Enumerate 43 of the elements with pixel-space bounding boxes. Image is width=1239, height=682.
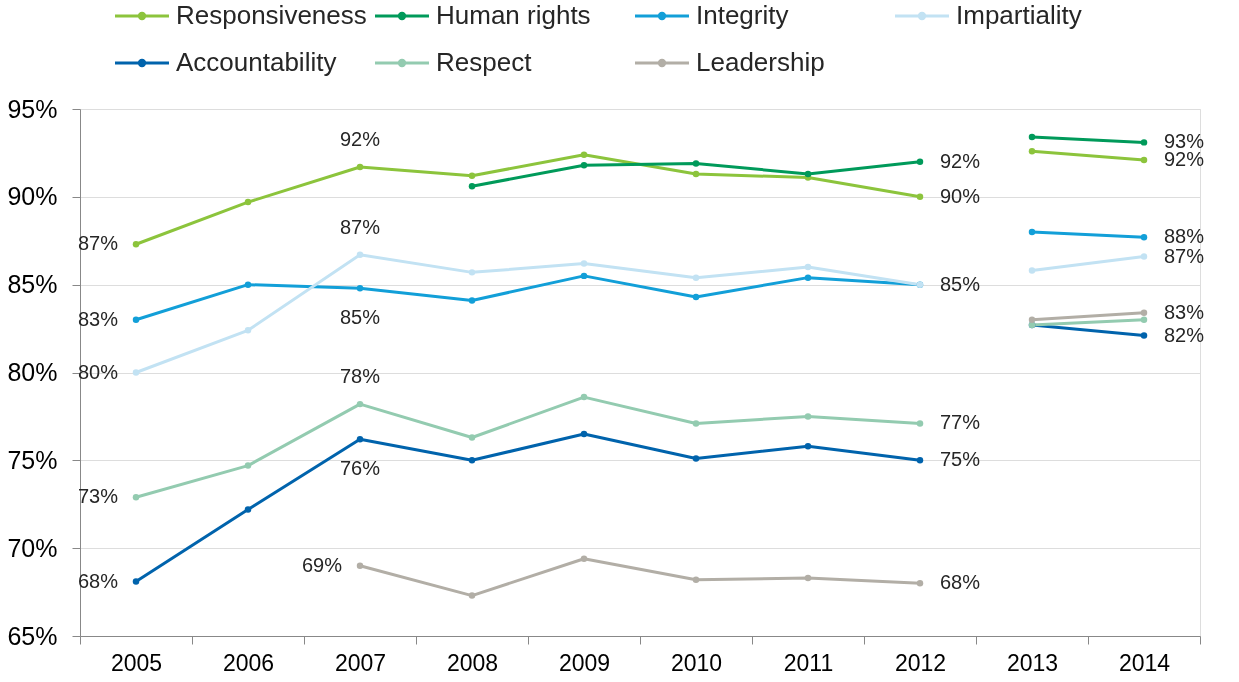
x-tick-label: 2006 xyxy=(222,649,275,676)
legend-label: Impartiality xyxy=(956,0,1082,30)
x-tick-label: 2007 xyxy=(334,649,387,676)
x-tick-label: 2008 xyxy=(446,649,499,676)
y-tick-label: 65% xyxy=(7,621,58,650)
data-label: 78% xyxy=(339,365,381,388)
legend-label: Human rights xyxy=(436,0,591,30)
y-tick-label: 75% xyxy=(7,445,58,474)
data-label: 92% xyxy=(339,127,381,150)
data-label: 92% xyxy=(940,149,981,172)
data-label: 68% xyxy=(940,571,981,594)
data-label: 82% xyxy=(1164,323,1205,346)
x-tick-label: 2013 xyxy=(1006,649,1059,676)
data-label: 77% xyxy=(940,411,981,434)
data-label: 68% xyxy=(77,569,119,592)
y-tick-label: 85% xyxy=(7,270,58,299)
data-label: 80% xyxy=(77,360,119,383)
legend-label: Accountability xyxy=(176,47,337,77)
data-label: 69% xyxy=(301,553,343,576)
data-label: 76% xyxy=(339,457,381,480)
legend-label: Respect xyxy=(436,47,533,77)
legend-label: Leadership xyxy=(696,47,825,77)
x-tick-label: 2010 xyxy=(670,649,723,676)
data-label: 75% xyxy=(940,448,981,471)
y-tick-label: 90% xyxy=(7,182,58,211)
data-label: 83% xyxy=(77,307,119,330)
data-label: 85% xyxy=(940,272,981,295)
data-label: 85% xyxy=(339,306,381,329)
x-tick-label: 2011 xyxy=(783,649,834,676)
x-tick-label: 2005 xyxy=(110,649,163,676)
x-tick-label: 2009 xyxy=(558,649,611,676)
y-tick-label: 95% xyxy=(7,94,58,123)
legend-label: Integrity xyxy=(696,0,789,30)
y-tick-label: 80% xyxy=(7,358,58,386)
legend-label: Responsiveness xyxy=(176,0,367,30)
x-tick-label: 2012 xyxy=(894,649,947,676)
data-label: 83% xyxy=(1164,300,1205,323)
data-label: 87% xyxy=(339,215,381,238)
data-label: 90% xyxy=(940,184,981,207)
x-tick-label: 2014 xyxy=(1118,649,1171,676)
data-label: 73% xyxy=(77,485,119,508)
data-label: 87% xyxy=(77,232,119,255)
y-tick-label: 70% xyxy=(7,533,58,562)
